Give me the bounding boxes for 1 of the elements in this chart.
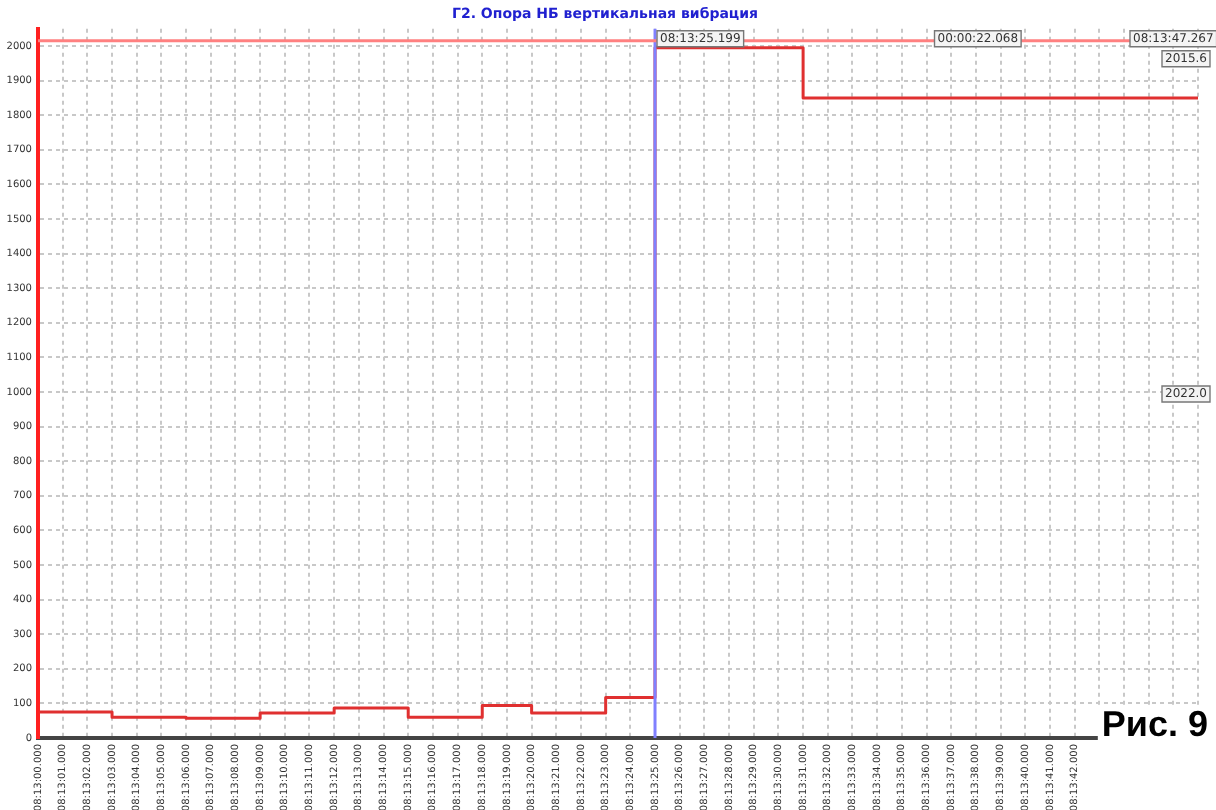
annotation: Рис. 9: [1101, 703, 1208, 744]
